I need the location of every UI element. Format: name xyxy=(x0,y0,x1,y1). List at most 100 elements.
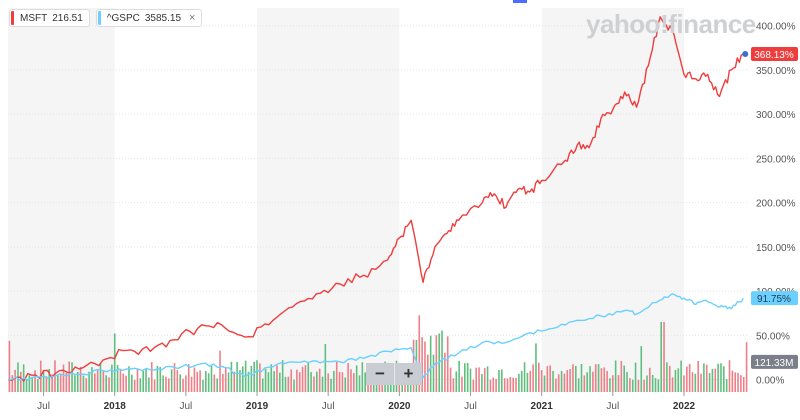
volume-bar xyxy=(214,375,216,392)
volume-bar xyxy=(740,375,742,392)
volume-bar xyxy=(165,377,167,392)
volume-bar xyxy=(219,351,221,392)
volume-bar xyxy=(646,375,648,392)
volume-bar xyxy=(34,370,36,392)
volume-bar xyxy=(208,373,210,392)
volume-bar xyxy=(575,366,577,392)
volume-bar xyxy=(140,378,142,392)
volume-bar xyxy=(279,373,281,392)
volume-bar xyxy=(216,378,218,392)
volume-bar xyxy=(162,375,164,392)
volume-bar xyxy=(31,377,33,392)
volume-bar xyxy=(105,375,107,392)
volume-bar xyxy=(80,367,82,392)
volume-bar xyxy=(618,375,620,392)
volume-bar xyxy=(561,371,563,392)
volume-bar xyxy=(179,374,181,392)
volume-bar xyxy=(532,364,534,392)
remove-comparison-close-icon[interactable]: × xyxy=(189,12,195,24)
volume-bar xyxy=(461,377,463,392)
volume-bar xyxy=(606,371,608,392)
volume-bar xyxy=(692,372,694,392)
volume-bar xyxy=(524,362,526,392)
volume-bar xyxy=(683,375,685,392)
volume-bar xyxy=(430,336,432,392)
volume-bar xyxy=(85,378,87,392)
range-indicator xyxy=(513,0,527,3)
volume-bar xyxy=(424,341,426,392)
volume-bar xyxy=(74,375,76,392)
volume-bar xyxy=(649,368,651,392)
volume-bar xyxy=(581,364,583,392)
volume-bar xyxy=(191,377,193,392)
volume-bar xyxy=(709,373,711,392)
volume-bar xyxy=(672,377,674,392)
volume-bar xyxy=(151,362,153,392)
volume-bar xyxy=(97,370,99,392)
volume-bar xyxy=(185,375,187,392)
volume-bar xyxy=(529,371,531,392)
volume-bar xyxy=(285,377,287,392)
volume-bar xyxy=(88,372,90,392)
volume-bar xyxy=(205,371,207,392)
volume-bar xyxy=(11,375,13,392)
volume-bar xyxy=(538,363,540,392)
volume-bar xyxy=(455,371,457,392)
legend-item-msft[interactable]: MSFT 216.51 xyxy=(9,9,90,27)
volume-bar xyxy=(350,369,352,392)
volume-bar xyxy=(498,370,500,392)
volume-bar xyxy=(288,377,290,392)
volume-bar xyxy=(595,364,597,392)
volume-bar xyxy=(325,344,327,392)
volume-bar xyxy=(655,378,657,392)
volume-bar xyxy=(592,372,594,392)
volume-bar xyxy=(148,377,150,392)
volume-bar xyxy=(60,373,62,392)
volume-bar xyxy=(726,379,728,392)
x-tick-label: Jul xyxy=(37,401,50,412)
volume-bar xyxy=(652,375,654,392)
y-tick-label: 250.00% xyxy=(756,154,796,165)
volume-bar xyxy=(128,366,130,392)
zoom-out-button[interactable]: − xyxy=(366,363,394,385)
volume-bar xyxy=(63,365,65,392)
volume-bar xyxy=(660,322,662,392)
legend-value-gspc: 3585.15 xyxy=(145,13,181,24)
volume-bar xyxy=(142,371,144,392)
volume-bar xyxy=(131,375,133,392)
volume-bar xyxy=(572,364,574,392)
legend-item-gspc[interactable]: ^GSPC 3585.15 × xyxy=(96,9,203,27)
volume-bar xyxy=(199,370,201,392)
volume-bar xyxy=(669,366,671,392)
volume-bar xyxy=(29,375,31,392)
volume-bar xyxy=(464,363,466,392)
volume-bar xyxy=(629,378,631,392)
volume-bar xyxy=(549,365,551,392)
zoom-in-button[interactable]: + xyxy=(394,363,422,385)
volume-bar xyxy=(640,346,642,392)
msft-last-point-marker xyxy=(742,51,748,57)
volume-bar xyxy=(695,374,697,392)
volume-bar xyxy=(458,361,460,392)
volume-bar xyxy=(729,360,731,392)
volume-bar xyxy=(552,371,554,392)
volume-bar xyxy=(333,371,335,392)
volume-bar xyxy=(512,378,514,392)
x-tick-label: Jul xyxy=(464,401,477,412)
volume-bar xyxy=(541,370,543,392)
volume-bar xyxy=(305,365,307,392)
volume-bar xyxy=(518,374,520,392)
volume-bar xyxy=(310,372,312,392)
volume-bar xyxy=(299,372,301,392)
y-tick-label: 150.00% xyxy=(756,243,796,254)
volume-bar xyxy=(154,380,156,392)
volume-bar xyxy=(330,379,332,392)
y-tick-label: 400.00% xyxy=(756,22,796,33)
volume-bar xyxy=(37,379,39,392)
volume-bar xyxy=(293,380,295,392)
volume-bar xyxy=(714,369,716,392)
legend-symbol-gspc: ^GSPC xyxy=(107,13,140,24)
volume-bar xyxy=(601,368,603,392)
